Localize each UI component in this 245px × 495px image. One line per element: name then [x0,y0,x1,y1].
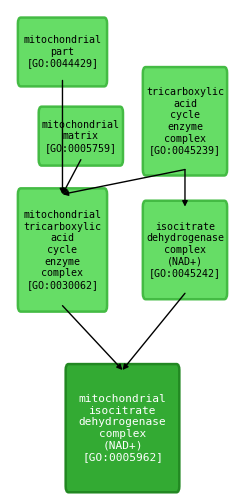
FancyBboxPatch shape [39,107,123,165]
Text: mitochondrial
isocitrate
dehydrogenase
complex
(NAD+)
[GO:0005962]: mitochondrial isocitrate dehydrogenase c… [79,394,166,462]
FancyBboxPatch shape [18,189,107,312]
Text: mitochondrial
matrix
[GO:0005759]: mitochondrial matrix [GO:0005759] [42,119,120,153]
Text: isocitrate
dehydrogenase
complex
(NAD+)
[GO:0045242]: isocitrate dehydrogenase complex (NAD+) … [146,222,224,278]
FancyBboxPatch shape [143,67,227,176]
FancyBboxPatch shape [18,17,107,86]
Text: mitochondrial
tricarboxylic
acid
cycle
enzyme
complex
[GO:0030062]: mitochondrial tricarboxylic acid cycle e… [24,210,101,290]
Text: tricarboxylic
acid
cycle
enzyme
complex
[GO:0045239]: tricarboxylic acid cycle enzyme complex … [146,87,224,155]
FancyBboxPatch shape [143,201,227,299]
FancyBboxPatch shape [66,364,179,492]
Text: mitochondrial
part
[GO:0044429]: mitochondrial part [GO:0044429] [24,35,101,69]
